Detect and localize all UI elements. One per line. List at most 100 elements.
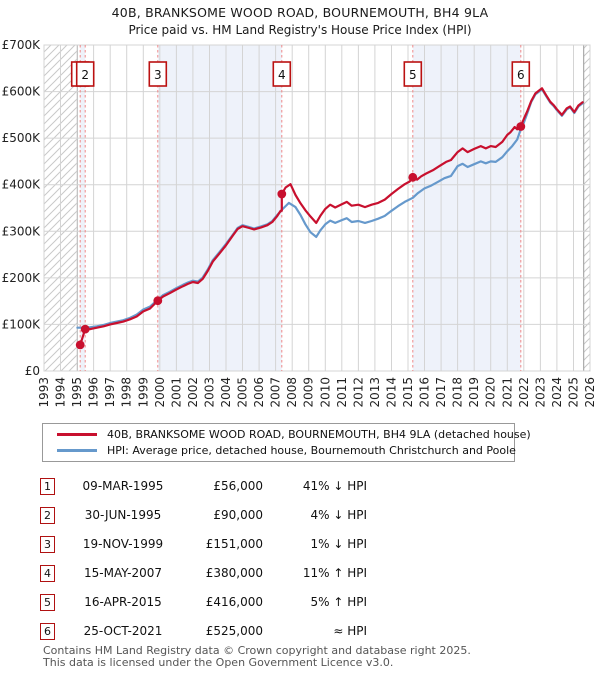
x-axis-label: 2021	[500, 377, 514, 408]
sale-vs-hpi: 1% ↓ HPI	[310, 537, 367, 551]
chart-legend: 40B, BRANKSOME WOOD ROAD, BOURNEMOUTH, B…	[42, 423, 531, 462]
plot-border	[43, 44, 591, 372]
table-row: 3 19-NOV-1999 £151,000 1% ↓ HPI	[40, 534, 367, 554]
sale-point-dot	[277, 189, 287, 199]
sale-vs-hpi: ≈ HPI	[333, 624, 367, 638]
x-axis-label: 1995	[70, 377, 84, 408]
legend-label-property: 40B, BRANKSOME WOOD ROAD, BOURNEMOUTH, B…	[107, 427, 531, 441]
x-axis-label: 2023	[533, 377, 547, 408]
x-axis-label: 2006	[252, 377, 266, 408]
sale-vs-hpi: 5% ↑ HPI	[310, 595, 367, 609]
y-axis-label: £100K	[2, 317, 42, 331]
x-axis-label: 2001	[169, 377, 183, 408]
x-axis-label: 2004	[219, 377, 233, 408]
x-axis-label: 2003	[203, 377, 217, 408]
sale-number-badge: 2	[40, 506, 55, 524]
x-axis-label: 2010	[318, 377, 332, 408]
x-axis-label: 2011	[335, 377, 349, 408]
x-axis-label: 2019	[467, 377, 481, 408]
table-row: 1 09-MAR-1995 £56,000 41% ↓ HPI	[40, 476, 367, 496]
x-axis-label: 1994	[54, 377, 68, 408]
y-axis-label: £500K	[2, 131, 42, 145]
sale-point-dot	[75, 340, 85, 350]
sale-point-dot	[153, 296, 163, 306]
sale-date: 30-JUN-1995	[84, 508, 162, 522]
sale-marker-box	[148, 61, 168, 87]
sale-number-badge: 4	[40, 564, 55, 582]
sale-vs-hpi: 4% ↓ HPI	[310, 508, 367, 522]
sale-price: £380,000	[205, 566, 263, 580]
x-axis-label: 2014	[385, 377, 399, 408]
x-axis-label: 2025	[567, 377, 581, 408]
x-axis-label: 1997	[103, 377, 117, 408]
sale-date: 25-OCT-2021	[83, 624, 163, 638]
sale-date: 16-APR-2015	[84, 595, 162, 609]
chart-title: 40B, BRANKSOME WOOD ROAD, BOURNEMOUTH, B…	[111, 5, 489, 20]
license-footer: Contains HM Land Registry data © Crown c…	[43, 644, 471, 670]
table-row: 2 30-JUN-1995 £90,000 4% ↓ HPI	[40, 505, 367, 525]
x-axis-label: 1998	[120, 377, 134, 408]
sale-date: 19-NOV-1999	[82, 537, 164, 551]
property-line-swatch	[57, 432, 97, 436]
sale-date: 15-MAY-2007	[83, 566, 162, 580]
sale-date: 09-MAR-1995	[82, 479, 164, 493]
sale-vs-hpi: 41% ↓ HPI	[302, 479, 367, 493]
sale-price: £56,000	[213, 479, 263, 493]
sale-number-badge: 6	[40, 622, 55, 640]
table-row: 5 16-APR-2015 £416,000 5% ↑ HPI	[40, 592, 367, 612]
x-axis-label: 1996	[87, 377, 101, 408]
sale-price: £525,000	[205, 624, 263, 638]
sale-price: £416,000	[205, 595, 263, 609]
x-axis-label: 2007	[269, 377, 283, 408]
x-axis-label: 2024	[550, 377, 564, 408]
x-axis-label: 2026	[583, 377, 597, 408]
legend-label-hpi: HPI: Average price, detached house, Bour…	[107, 443, 516, 457]
sale-number-badge: 3	[40, 535, 55, 553]
x-axis-label: 2009	[302, 377, 316, 408]
x-axis-label: 1999	[136, 377, 150, 408]
y-axis-label: £600K	[2, 85, 42, 99]
x-axis-label: 2000	[153, 377, 167, 408]
sale-price: £151,000	[205, 537, 263, 551]
sale-marker-box	[75, 61, 95, 87]
sale-marker-box	[403, 61, 423, 87]
x-axis-label: 1993	[37, 377, 51, 408]
x-axis-label: 2022	[517, 377, 531, 408]
legend-item-property: 40B, BRANKSOME WOOD ROAD, BOURNEMOUTH, B…	[43, 426, 531, 442]
chart-subtitle: Price paid vs. HM Land Registry's House …	[128, 23, 472, 37]
property-line	[79, 87, 584, 346]
x-axis-label: 2018	[451, 377, 465, 408]
x-axis-label: 2013	[368, 377, 382, 408]
x-axis-label: 2005	[236, 377, 250, 408]
y-axis-label: £0	[25, 364, 40, 378]
sale-marker-box	[511, 61, 531, 87]
x-axis-label: 2017	[434, 377, 448, 408]
sale-marker-number: 2	[81, 68, 89, 82]
no-data-hatch	[583, 45, 590, 371]
x-axis-label: 2015	[401, 377, 415, 408]
price-history-chart: 123456£0£100K£200K£300K£400K£500K£600K£7…	[2, 38, 597, 408]
footer-line-1: Contains HM Land Registry data © Crown c…	[43, 644, 471, 657]
sale-marker-box	[272, 61, 292, 87]
y-axis-label: £400K	[2, 178, 42, 192]
y-axis-label: £300K	[2, 224, 42, 238]
sale-marker-number: 5	[409, 68, 417, 82]
sale-marker-number: 4	[278, 68, 286, 82]
y-axis-label: £200K	[2, 271, 42, 285]
x-axis-label: 2020	[484, 377, 498, 408]
table-row: 6 25-OCT-2021 £525,000 ≈ HPI	[40, 621, 367, 641]
sale-point-dot	[516, 122, 526, 131]
x-axis-label: 2008	[285, 377, 299, 408]
ownership-band	[412, 45, 521, 371]
sale-vs-hpi: 11% ↑ HPI	[302, 566, 367, 580]
sale-point-dot	[80, 324, 90, 334]
table-row: 4 15-MAY-2007 £380,000 11% ↑ HPI	[40, 563, 367, 583]
legend-item-hpi: HPI: Average price, detached house, Bour…	[43, 442, 516, 458]
x-axis-label: 2016	[418, 377, 432, 408]
sale-marker-number: 3	[154, 68, 162, 82]
sale-number-badge: 1	[40, 477, 55, 495]
sale-number-badge: 5	[40, 593, 55, 611]
sale-marker-number: 6	[517, 68, 525, 82]
sale-price: £90,000	[213, 508, 263, 522]
